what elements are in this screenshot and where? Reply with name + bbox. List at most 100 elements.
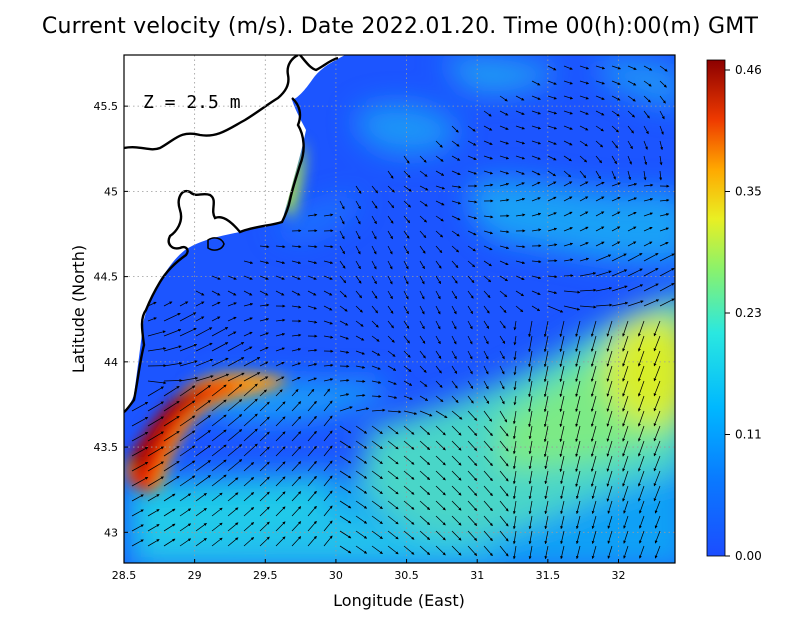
lake-outline [207,237,225,251]
y-tick-label: 44 [104,356,118,369]
current-vector-arrow [560,500,565,515]
current-vector-arrow [371,455,383,465]
current-vector-arrow [355,455,368,464]
current-vector-arrow [227,384,243,397]
current-vector-arrow [575,515,581,530]
current-vector-arrow [575,395,581,412]
current-vector-arrow [403,215,411,224]
current-vector-arrow [590,440,597,457]
current-vector-arrow [467,380,474,390]
current-vector-arrow [579,140,588,147]
current-vector-arrow [163,415,180,427]
current-vector-arrow [627,253,643,262]
current-vector-arrow [499,290,508,298]
current-vector-arrow [512,485,517,500]
current-vector-arrow [643,110,650,119]
current-vector-arrow [547,243,558,247]
current-vector-arrow [563,181,573,187]
current-vector-arrow [579,211,589,217]
current-vector-arrow [579,226,589,232]
current-vector-arrow [547,305,564,313]
current-vector-arrow [451,545,462,556]
current-vector-arrow [590,380,597,397]
current-vector-arrow [435,380,443,388]
current-vector-arrow [259,317,270,322]
current-vector-arrow [419,440,431,451]
current-vector-arrow [403,290,409,300]
current-vector-arrow [467,440,478,451]
current-vector-arrow [275,506,286,517]
current-vector-arrow [483,230,494,235]
current-vector-arrow [627,140,633,150]
current-vector-arrow [291,521,302,532]
current-vector-arrow [195,475,211,487]
current-vector-arrow [131,431,149,442]
current-vector-arrow [179,343,198,352]
current-vector-arrow [512,410,517,425]
current-vector-arrow [451,305,457,315]
current-vector-arrow [559,395,565,413]
current-vector-arrow [403,170,411,178]
current-vector-arrow [467,515,478,526]
current-vector-arrow [339,425,352,434]
current-vector-arrow [531,125,542,130]
current-vector-arrow [575,365,581,382]
current-vector-arrow [627,170,632,181]
current-vector-arrow [483,183,494,187]
current-vector-arrow [355,305,363,313]
current-vector-arrow [606,365,613,382]
current-vector-arrow [163,538,176,547]
current-vector-arrow [275,361,285,367]
current-vector-arrow [547,80,557,85]
current-vector-arrow [227,537,239,547]
current-vector-arrow [515,110,525,115]
current-vector-arrow [211,474,227,487]
current-vector-arrow [560,515,565,530]
current-vector-arrow [259,376,269,382]
current-vector-arrow [307,400,317,412]
current-vector-arrow [563,242,574,247]
current-vector-arrow [559,365,565,383]
current-vector-arrow [547,181,557,187]
current-vector-arrow [323,445,333,457]
current-vector-arrow [575,350,581,367]
current-vector-arrow [419,305,425,315]
current-vector-arrow [259,260,270,265]
current-vector-arrow [307,275,317,280]
current-vector-arrow [528,530,533,545]
current-vector-arrow [627,125,634,134]
current-vector-arrow [147,476,164,487]
y-axis-ticks: 43 43.5 44 44.5 45 45.5 [94,100,128,539]
current-vector-arrow [622,425,629,442]
current-vector-arrow [451,485,462,496]
current-vector-arrow [659,170,663,181]
current-vector-arrow [387,350,396,357]
current-vector-arrow [195,385,211,397]
current-vector-arrow [339,545,352,554]
current-vector-arrow [211,399,227,412]
current-vector-arrow [243,275,253,280]
y-tick-label: 43 [104,526,118,539]
current-vector-arrow [387,530,399,540]
current-vector-arrow [451,455,462,466]
current-vector-arrow [659,242,669,247]
current-vector-arrow [323,415,333,427]
current-vector-arrow [435,530,446,541]
current-vector-arrow [195,327,213,337]
current-vector-arrow [275,416,286,427]
current-vector-arrow [387,200,395,209]
current-vector-arrow [547,227,558,232]
y-tick-label: 45.5 [94,100,119,113]
current-vector-arrow [590,425,597,442]
current-vector-arrow [419,455,431,466]
current-vector-arrow [638,485,645,502]
current-vector-arrow [483,305,490,314]
current-vector-arrow [419,365,427,373]
current-vector-arrow [355,230,361,240]
current-vector-arrow [291,348,302,352]
current-vector-arrow [483,335,489,345]
current-vector-arrow [371,230,377,240]
current-vector-arrow [275,389,283,397]
current-vector-arrow [355,407,370,412]
